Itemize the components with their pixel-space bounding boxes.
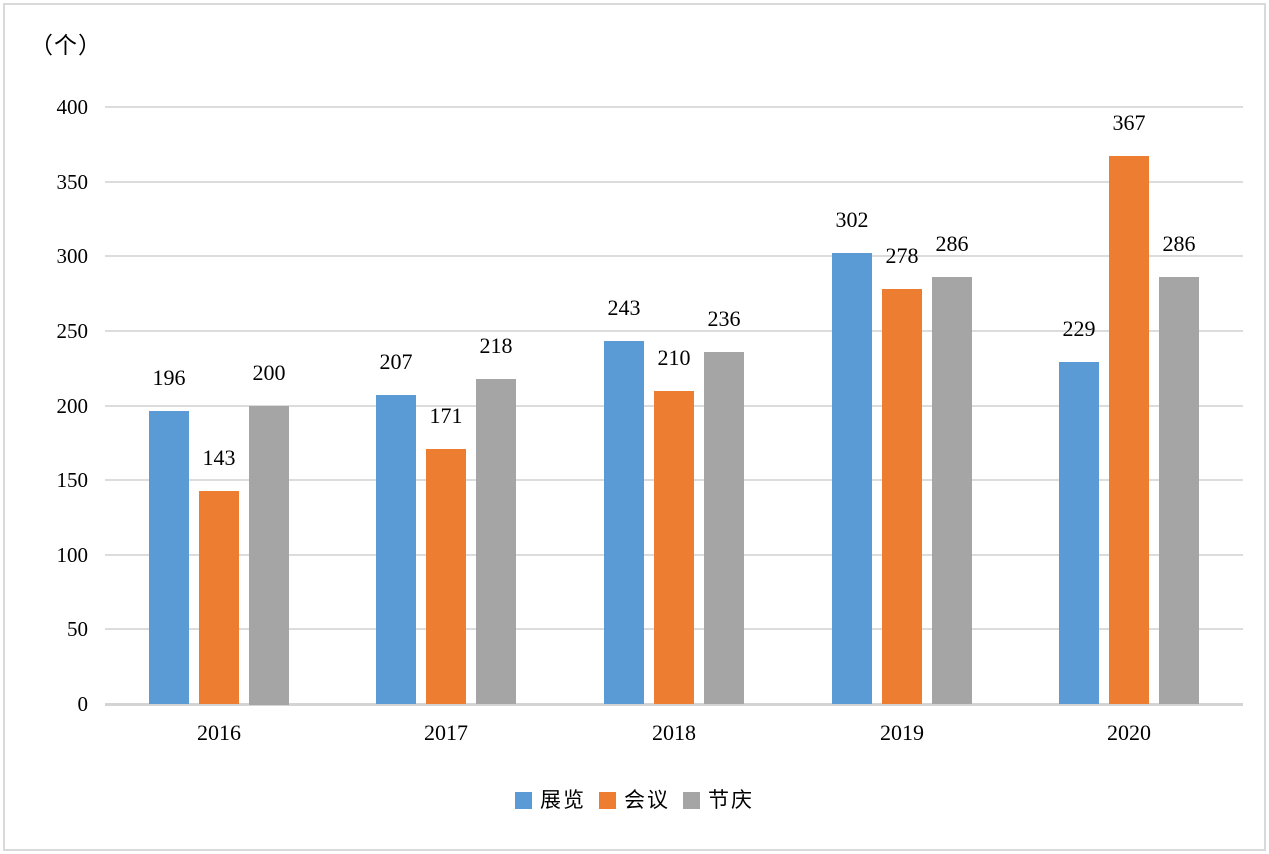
y-tick-label: 0 <box>77 692 89 716</box>
bar-value-label: 278 <box>885 243 919 268</box>
legend-item-会议: 会议 <box>599 788 670 812</box>
bar-value-label: 286 <box>1162 231 1196 256</box>
x-tick-label: 2020 <box>1107 720 1151 745</box>
bar-value-label: 200 <box>252 360 286 385</box>
bar-展览-2019 <box>832 253 872 704</box>
y-tick-label: 50 <box>67 617 88 641</box>
x-axis-line <box>105 703 1243 706</box>
y-axis-unit-label: （个） <box>30 33 102 58</box>
y-tick-label: 400 <box>56 95 89 119</box>
bar-节庆-2018 <box>704 352 744 704</box>
x-tick-label: 2016 <box>197 720 241 745</box>
legend-label: 节庆 <box>708 788 754 812</box>
bar-会议-2017 <box>426 449 466 704</box>
gridline <box>105 255 1243 257</box>
bar-会议-2019 <box>882 289 922 704</box>
legend-swatch-icon <box>599 791 616 809</box>
bar-会议-2016 <box>199 491 239 704</box>
bar-value-label: 196 <box>152 365 186 390</box>
bar-value-label: 236 <box>707 306 741 331</box>
y-tick-label: 100 <box>56 543 89 567</box>
gridline <box>105 181 1243 183</box>
bar-value-label: 286 <box>935 231 969 256</box>
bar-展览-2016 <box>149 411 189 704</box>
bar-展览-2020 <box>1059 362 1099 704</box>
x-tick-label: 2017 <box>424 720 468 745</box>
x-tick-label: 2018 <box>652 720 696 745</box>
bar-value-label: 367 <box>1112 110 1146 135</box>
y-tick-label: 200 <box>56 394 89 418</box>
bar-value-label: 207 <box>379 349 413 374</box>
y-tick-label: 150 <box>56 468 89 492</box>
bar-节庆-2019 <box>932 277 972 704</box>
y-tick-label: 250 <box>56 319 89 343</box>
legend-item-节庆: 节庆 <box>683 788 754 812</box>
y-tick-label: 350 <box>56 170 89 194</box>
legend-swatch-icon <box>683 791 700 809</box>
legend-item-展览: 展览 <box>515 788 586 812</box>
bar-value-label: 243 <box>607 295 641 320</box>
bar-展览-2017 <box>376 395 416 704</box>
legend-label: 会议 <box>624 788 670 812</box>
bar-value-label: 143 <box>202 445 236 470</box>
bar-value-label: 210 <box>657 345 691 370</box>
bar-value-label: 171 <box>429 403 463 428</box>
bar-节庆-2020 <box>1159 277 1199 704</box>
legend-label: 展览 <box>540 788 586 812</box>
bar-展览-2018 <box>604 341 644 704</box>
bar-节庆-2016 <box>249 406 289 705</box>
gridline <box>105 106 1243 108</box>
gridline <box>105 330 1243 332</box>
legend-swatch-icon <box>515 791 532 809</box>
bar-value-label: 218 <box>479 333 513 358</box>
chart-legend: 展览 会议 节庆 <box>0 788 1269 812</box>
bar-会议-2018 <box>654 391 694 704</box>
bar-节庆-2017 <box>476 379 516 704</box>
bar-value-label: 302 <box>835 207 869 232</box>
bar-value-label: 229 <box>1062 316 1096 341</box>
bar-会议-2020 <box>1109 156 1149 704</box>
x-tick-label: 2019 <box>880 720 924 745</box>
y-tick-label: 300 <box>56 244 89 268</box>
